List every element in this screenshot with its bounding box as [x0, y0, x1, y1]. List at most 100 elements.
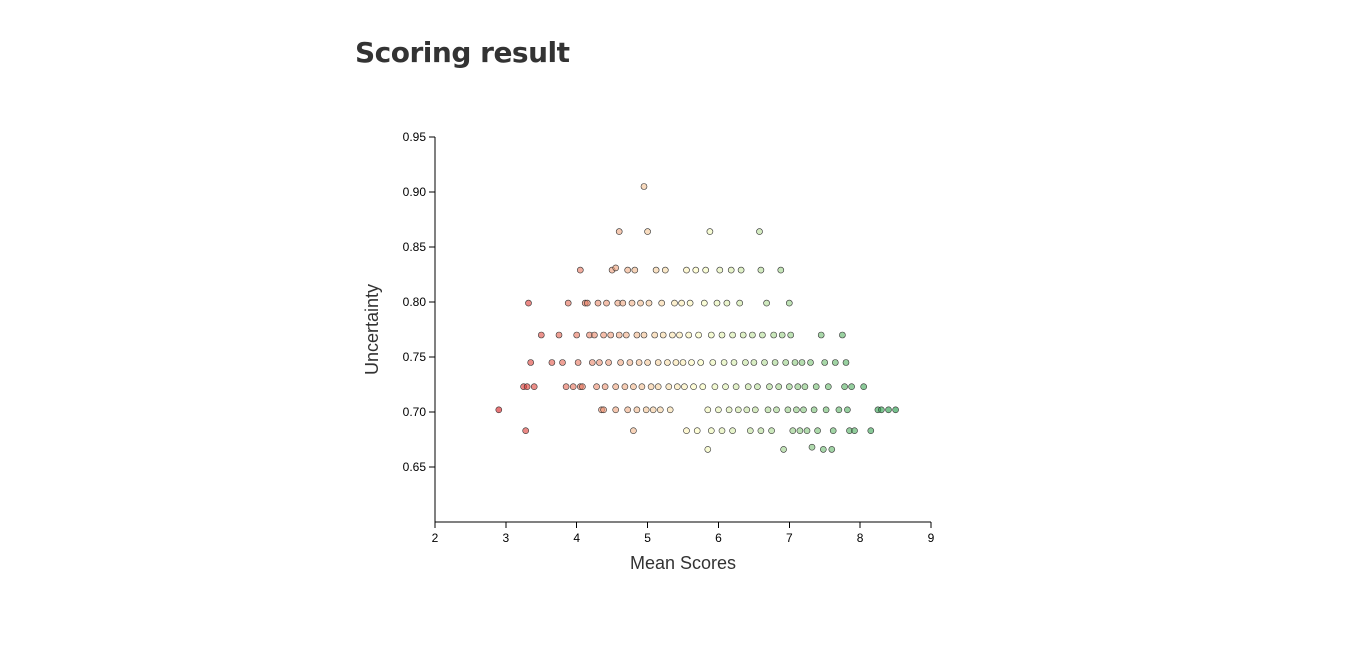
data-point — [768, 427, 775, 435]
data-point — [656, 406, 664, 414]
data-point — [734, 406, 742, 414]
data-point — [495, 406, 503, 414]
data-point — [828, 446, 836, 453]
data-point — [683, 427, 690, 435]
data-point — [778, 331, 786, 339]
data-point — [681, 383, 688, 391]
data-point — [637, 299, 644, 307]
data-point — [723, 299, 731, 307]
x-tick-label: 2 — [432, 531, 439, 545]
data-point — [787, 331, 795, 339]
data-point — [573, 331, 581, 339]
data-point — [829, 427, 837, 435]
data-point — [729, 427, 736, 435]
data-point — [812, 383, 820, 391]
data-point — [720, 359, 728, 366]
data-point — [665, 383, 673, 391]
y-axis: 0.65 0.70 0.75 0.80 0.85 0.90 0.95 — [403, 130, 436, 522]
data-point — [612, 383, 620, 391]
data-point — [736, 299, 744, 307]
x-tick-label: 7 — [786, 531, 793, 545]
data-point — [739, 331, 747, 339]
data-point — [564, 299, 572, 307]
data-point — [789, 427, 797, 435]
data-point — [638, 383, 646, 391]
data-point — [798, 359, 806, 366]
data-point — [645, 299, 653, 307]
data-point — [803, 427, 811, 435]
y-axis-title: Uncertainty — [362, 284, 382, 375]
x-tick-label: 9 — [928, 531, 935, 545]
data-point — [704, 446, 712, 453]
data-point — [612, 264, 620, 272]
data-point — [814, 427, 821, 435]
data-point — [699, 383, 707, 391]
data-point — [718, 331, 726, 339]
data-point — [773, 406, 780, 414]
data-point — [686, 299, 694, 307]
data-point — [576, 266, 584, 274]
data-point — [647, 383, 655, 391]
data-point — [700, 299, 708, 307]
x-tick-label: 8 — [857, 531, 864, 545]
data-point — [756, 228, 763, 235]
y-tick-label: 0.75 — [403, 350, 427, 364]
data-point — [659, 331, 667, 339]
data-point — [851, 427, 858, 435]
data-point — [775, 383, 783, 391]
data-point — [559, 359, 566, 366]
data-point — [607, 331, 615, 339]
data-point — [727, 266, 735, 274]
data-point — [628, 299, 636, 307]
data-point — [744, 383, 752, 391]
data-point — [844, 406, 851, 414]
data-point — [819, 446, 827, 453]
data-point — [697, 359, 705, 366]
data-point — [622, 331, 630, 339]
data-point — [750, 359, 758, 366]
data-point — [713, 299, 721, 307]
data-point — [669, 331, 676, 339]
y-tick-label: 0.90 — [403, 185, 427, 199]
x-tick-label: 5 — [644, 531, 651, 545]
data-point — [730, 359, 738, 366]
data-point — [672, 359, 680, 366]
x-tick-label: 3 — [503, 531, 510, 545]
data-point — [621, 383, 629, 391]
data-point — [800, 406, 807, 414]
data-point — [848, 383, 855, 391]
y-tick-label: 0.70 — [403, 405, 427, 419]
x-tick-label: 6 — [715, 531, 722, 545]
data-point — [759, 331, 766, 339]
data-point — [695, 331, 702, 339]
data-point — [673, 383, 681, 391]
data-point — [807, 359, 814, 366]
data-point — [671, 299, 678, 307]
data-point — [785, 299, 793, 307]
data-point — [630, 383, 637, 391]
data-point — [678, 299, 685, 307]
data-point — [619, 299, 627, 307]
data-point — [749, 331, 756, 339]
data-point — [633, 331, 641, 339]
data-point — [761, 359, 768, 366]
data-point — [746, 427, 754, 435]
data-point — [530, 383, 538, 391]
data-point — [661, 266, 669, 274]
data-point — [523, 383, 531, 391]
data-point — [841, 383, 848, 391]
data-point — [642, 406, 650, 414]
data-point — [835, 406, 843, 414]
data-point — [522, 427, 530, 435]
data-point — [742, 359, 749, 366]
data-point — [579, 383, 586, 391]
data-point — [770, 331, 778, 339]
data-point — [796, 427, 804, 435]
data-point — [690, 383, 697, 391]
data-point — [617, 359, 624, 366]
data-point — [764, 406, 772, 414]
data-point — [685, 331, 693, 339]
x-axis: 2 3 4 5 6 7 8 9 — [432, 521, 935, 545]
